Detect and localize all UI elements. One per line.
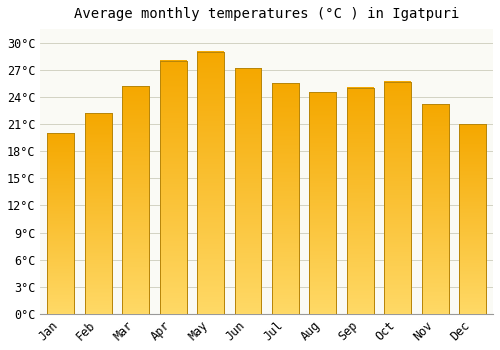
Bar	[85, 113, 112, 314]
Bar	[122, 86, 149, 314]
Bar	[459, 124, 486, 314]
Bar	[310, 92, 336, 314]
Bar	[234, 68, 262, 314]
Bar	[85, 113, 112, 314]
Title: Average monthly temperatures (°C ) in Igatpuri: Average monthly temperatures (°C ) in Ig…	[74, 7, 460, 21]
Bar	[347, 88, 374, 314]
Bar	[122, 86, 149, 314]
Bar	[160, 61, 186, 314]
Bar	[459, 124, 486, 314]
Bar	[384, 82, 411, 314]
Bar	[384, 82, 411, 314]
Bar	[197, 52, 224, 314]
Bar	[422, 104, 448, 314]
Bar	[272, 83, 299, 314]
Bar	[48, 133, 74, 314]
Bar	[310, 92, 336, 314]
Bar	[160, 61, 186, 314]
Bar	[48, 133, 74, 314]
Bar	[197, 52, 224, 314]
Bar	[272, 83, 299, 314]
Bar	[234, 68, 262, 314]
Bar	[347, 88, 374, 314]
Bar	[422, 104, 448, 314]
